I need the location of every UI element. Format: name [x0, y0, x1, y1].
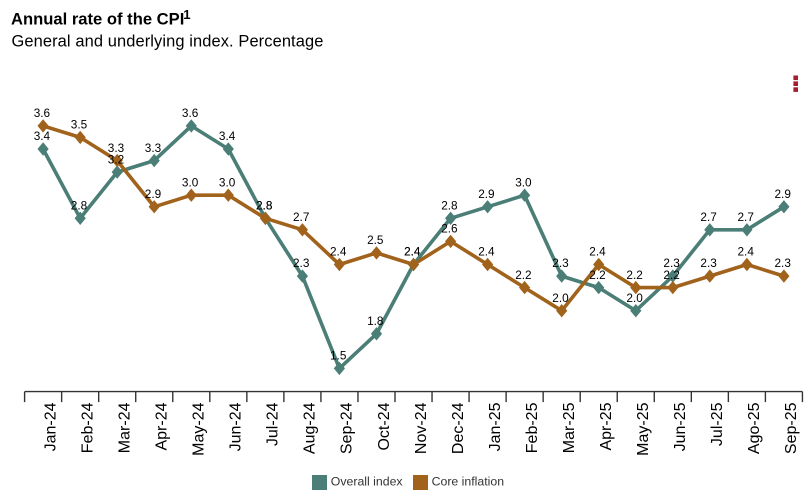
svg-text:2.8: 2.8 — [256, 199, 273, 213]
svg-text:Jan-25: Jan-25 — [487, 402, 504, 451]
svg-text:2.9: 2.9 — [774, 187, 790, 201]
svg-text:3.4: 3.4 — [219, 129, 236, 143]
svg-text:2.4: 2.4 — [330, 245, 347, 259]
svg-text:Ago-25: Ago-25 — [746, 402, 763, 454]
svg-text:3.6: 3.6 — [34, 106, 51, 120]
svg-text:2.8: 2.8 — [256, 199, 273, 213]
svg-text:2.2: 2.2 — [626, 268, 642, 282]
svg-text:Apr-24: Apr-24 — [154, 402, 171, 450]
svg-text:1.8: 1.8 — [367, 314, 384, 328]
svg-text:Sep-25: Sep-25 — [783, 402, 800, 454]
svg-text:2.4: 2.4 — [589, 245, 606, 259]
svg-text:2.3: 2.3 — [293, 256, 310, 270]
svg-text:Nov-24: Nov-24 — [413, 402, 430, 454]
svg-text:Oct-24: Oct-24 — [376, 402, 393, 450]
svg-text:Annual rate of the CPI: Annual rate of the CPI — [11, 10, 184, 29]
svg-text:Jan-24: Jan-24 — [42, 402, 59, 451]
svg-text:2.7: 2.7 — [293, 210, 309, 224]
svg-text:2.4: 2.4 — [737, 245, 754, 259]
svg-text:May-24: May-24 — [191, 402, 208, 455]
svg-text:2.4: 2.4 — [404, 245, 421, 259]
svg-text:Overall index: Overall index — [331, 475, 404, 489]
svg-text:Dec-24: Dec-24 — [450, 402, 467, 454]
svg-text:3.3: 3.3 — [145, 141, 162, 155]
svg-text:2.7: 2.7 — [737, 210, 753, 224]
svg-text:3.4: 3.4 — [34, 129, 51, 143]
svg-text:Jul-24: Jul-24 — [265, 402, 282, 446]
svg-text:1.5: 1.5 — [330, 349, 347, 363]
svg-text:2.3: 2.3 — [700, 256, 717, 270]
svg-text:2.0: 2.0 — [626, 291, 643, 305]
svg-text:3.6: 3.6 — [182, 106, 199, 120]
svg-text:Aug-24: Aug-24 — [302, 402, 319, 454]
svg-text:3.0: 3.0 — [182, 175, 199, 189]
svg-text:Apr-25: Apr-25 — [598, 402, 615, 450]
svg-text:3.0: 3.0 — [515, 175, 532, 189]
svg-text:2.7: 2.7 — [700, 210, 716, 224]
svg-text:2.2: 2.2 — [515, 268, 531, 282]
svg-text:Feb-25: Feb-25 — [524, 402, 541, 453]
svg-text:2.9: 2.9 — [145, 187, 161, 201]
svg-text:Mar-24: Mar-24 — [117, 402, 134, 453]
svg-text:May-25: May-25 — [635, 402, 652, 455]
svg-text:2.8: 2.8 — [71, 199, 88, 213]
svg-text:3.5: 3.5 — [71, 118, 88, 132]
svg-text:Jun-24: Jun-24 — [228, 402, 245, 451]
svg-text:Jul-25: Jul-25 — [709, 402, 726, 446]
svg-text:2.2: 2.2 — [663, 268, 679, 282]
svg-text:Jun-25: Jun-25 — [672, 402, 689, 451]
svg-text:3.2: 3.2 — [108, 152, 124, 166]
svg-text:2.5: 2.5 — [367, 233, 384, 247]
svg-text:2.8: 2.8 — [441, 199, 458, 213]
svg-text:2.4: 2.4 — [478, 245, 495, 259]
svg-text:2.3: 2.3 — [552, 256, 569, 270]
svg-text:2.0: 2.0 — [552, 291, 569, 305]
svg-text:1: 1 — [183, 7, 190, 22]
svg-text:Mar-25: Mar-25 — [561, 402, 578, 453]
svg-text:3.3: 3.3 — [108, 141, 125, 155]
svg-text:2.4: 2.4 — [404, 245, 421, 259]
svg-text:2.3: 2.3 — [663, 256, 680, 270]
svg-text:Core inflation: Core inflation — [432, 475, 505, 489]
svg-text:2.9: 2.9 — [478, 187, 494, 201]
svg-text:2.2: 2.2 — [589, 268, 605, 282]
svg-text:3.0: 3.0 — [219, 175, 236, 189]
svg-text:Feb-24: Feb-24 — [80, 402, 97, 453]
svg-text:2.6: 2.6 — [441, 222, 458, 236]
svg-text:2.3: 2.3 — [774, 256, 791, 270]
svg-text:Sep-24: Sep-24 — [339, 402, 356, 454]
svg-text:General and underlying index.: General and underlying index. Percentage — [12, 32, 324, 50]
